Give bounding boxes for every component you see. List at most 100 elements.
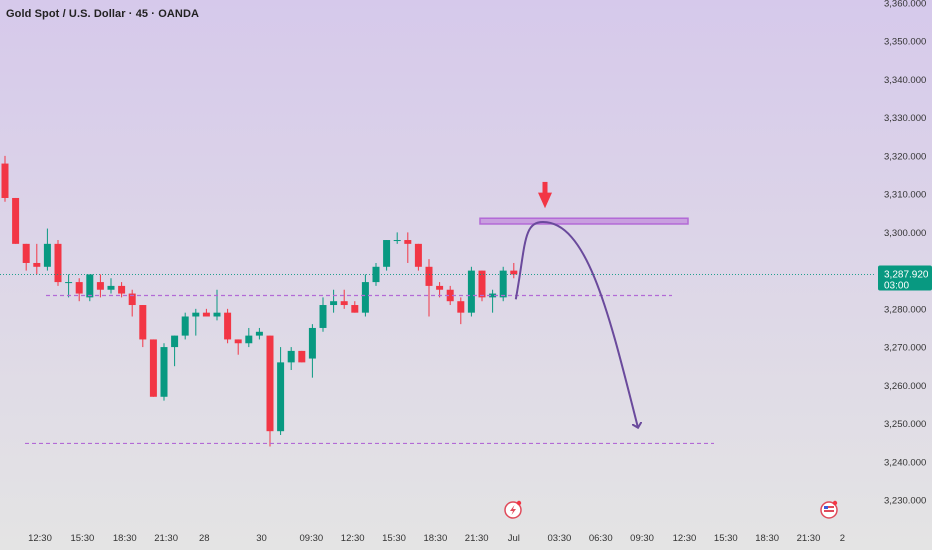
candle-body xyxy=(128,293,136,306)
candle-body xyxy=(266,335,274,432)
time-tick-label: 21:30 xyxy=(465,533,489,544)
price-tick-label: 3,260.000 xyxy=(884,381,926,392)
candle-body xyxy=(446,289,454,302)
candles-layer xyxy=(1,155,518,447)
candle-body xyxy=(372,266,380,283)
time-tick-label: 15:30 xyxy=(714,533,738,544)
drawings-layer xyxy=(0,181,876,445)
candle-body xyxy=(436,285,444,290)
time-tick-label: 28 xyxy=(199,533,210,544)
event-dot-icon xyxy=(516,500,522,506)
price-tick-label: 3,320.000 xyxy=(884,151,926,162)
candle-body xyxy=(96,282,104,290)
price-tick-label: 3,300.000 xyxy=(884,228,926,239)
candle-body xyxy=(75,282,83,294)
time-tick-label: 12:30 xyxy=(28,533,52,544)
time-tick-label: 03:30 xyxy=(547,533,571,544)
current-price-tag xyxy=(878,265,932,291)
time-tick-label: 18:30 xyxy=(755,533,779,544)
price-tick-label: 3,330.000 xyxy=(884,113,926,124)
candle-body xyxy=(160,347,168,397)
candle-body xyxy=(340,301,348,306)
time-tick-label: 2 xyxy=(840,533,845,544)
time-tick-label: 15:30 xyxy=(382,533,406,544)
candle-body xyxy=(319,305,327,328)
candle-body xyxy=(54,243,62,283)
candle-body xyxy=(499,270,507,298)
time-tick-label: 30 xyxy=(256,533,267,544)
candle-body xyxy=(86,274,94,298)
candle-body xyxy=(139,305,147,340)
sell-arrow-marker-shaft xyxy=(542,181,548,194)
candle-body xyxy=(393,240,401,242)
candle-body xyxy=(457,301,465,313)
candle-body xyxy=(171,335,179,348)
candle-body xyxy=(383,240,391,267)
time-tick-label: 12:30 xyxy=(673,533,697,544)
candle-body xyxy=(489,293,497,298)
candle-body xyxy=(43,243,51,267)
price-axis[interactable]: 3,230.000 3,240.000 3,250.000 3,260.000 3,27… xyxy=(876,0,932,550)
candle-body xyxy=(224,312,232,340)
candle-body xyxy=(149,339,157,397)
price-tick-label: 3,280.000 xyxy=(884,304,926,315)
candle-body xyxy=(65,282,73,284)
projection-arrow xyxy=(514,221,638,428)
price-tick-label: 3,270.000 xyxy=(884,343,926,354)
time-tick-label: 09:30 xyxy=(630,533,654,544)
flash-glyph-icon xyxy=(510,505,516,515)
price-tick-label: 3,360.000 xyxy=(884,0,926,10)
candle-body xyxy=(202,312,210,317)
candle-body xyxy=(467,270,475,313)
candle-body xyxy=(192,312,200,317)
candle-body xyxy=(330,301,338,306)
candle-body xyxy=(33,262,41,267)
flag-stripe-icon xyxy=(824,506,834,508)
bar-countdown: 03:00 xyxy=(884,280,909,291)
candle-body xyxy=(510,270,518,275)
time-tick-label: 09:30 xyxy=(299,533,323,544)
candle-body xyxy=(1,163,9,198)
price-tick-label: 3,250.000 xyxy=(884,419,926,430)
price-tick-label: 3,310.000 xyxy=(884,190,926,201)
time-tick-label: 21:30 xyxy=(797,533,821,544)
candle-body xyxy=(12,197,20,244)
time-tick-label: 06:30 xyxy=(589,533,613,544)
candle-body xyxy=(308,327,316,359)
candle-body xyxy=(245,335,253,344)
symbol-title[interactable]: Gold Spot / U.S. Dollar · 45 · OANDA xyxy=(6,8,200,20)
event-dot-icon xyxy=(832,500,838,506)
time-tick-label: Jul xyxy=(508,533,520,544)
time-tick-label: 21:30 xyxy=(154,533,178,544)
time-tick-label: 15:30 xyxy=(70,533,94,544)
candle-body xyxy=(118,285,126,294)
price-tick-label: 3,230.000 xyxy=(884,496,926,507)
candle-body xyxy=(234,339,242,344)
candle-body xyxy=(298,350,306,363)
candle-body xyxy=(287,350,295,363)
candle-body xyxy=(255,331,263,336)
candle-body xyxy=(425,266,433,286)
candle-body xyxy=(351,305,359,313)
candle-body xyxy=(404,240,412,244)
candle-body xyxy=(213,312,221,317)
flag-canton-icon xyxy=(824,506,828,509)
candle-body xyxy=(181,316,189,336)
candle-body xyxy=(361,282,369,313)
time-tick-label: 18:30 xyxy=(113,533,137,544)
candle-body xyxy=(107,285,115,290)
sell-arrow-marker-head xyxy=(538,192,552,209)
price-tick-label: 3,350.000 xyxy=(884,37,926,48)
time-tick-label: 18:30 xyxy=(423,533,447,544)
price-tick-label: 3,340.000 xyxy=(884,75,926,86)
candle-body xyxy=(478,270,486,298)
resistance-zone xyxy=(479,217,689,225)
time-tick-label: 12:30 xyxy=(341,533,365,544)
candle-body xyxy=(277,362,285,432)
candle-body xyxy=(414,243,422,267)
time-axis[interactable]: 12:30 15:30 18:30 21:30 28 30 09:30 12:30 15:30 1… xyxy=(28,500,845,544)
current-price-value: 3,287.920 xyxy=(884,269,929,280)
